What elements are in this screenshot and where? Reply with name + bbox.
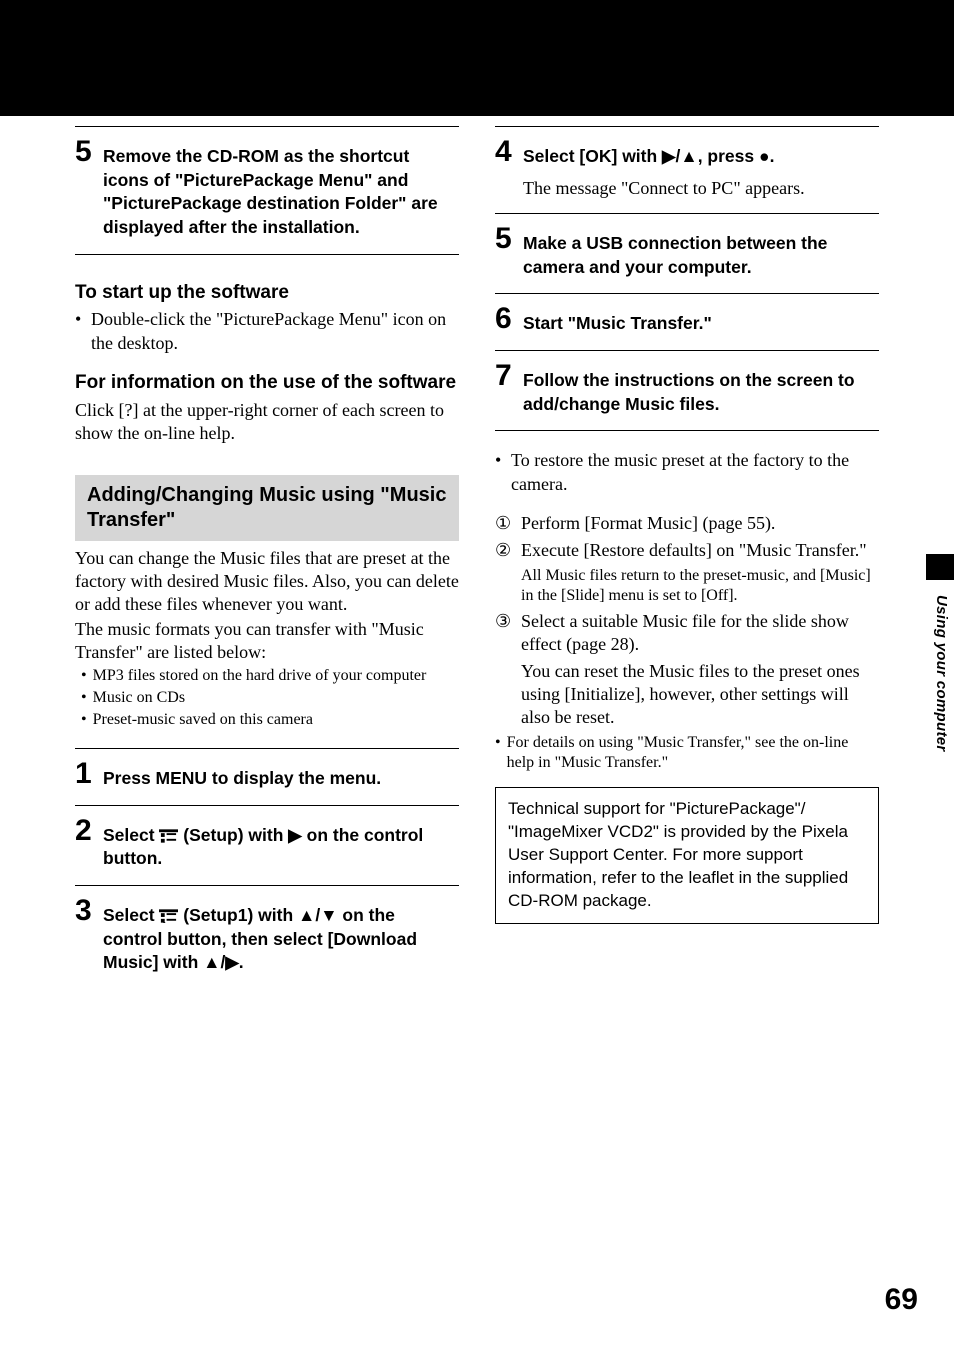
bullet-dot-icon: • — [81, 710, 87, 730]
circled-text: Select a suitable Music file for the sli… — [521, 610, 879, 656]
right-up-arrow-icon: ▶/▲ — [662, 146, 698, 166]
circled-3: ③ Select a suitable Music file for the s… — [495, 610, 879, 656]
bullet-text: For details on using "Music Transfer," s… — [507, 733, 879, 773]
circled-2-sub: All Music files return to the preset-mus… — [495, 566, 879, 606]
step-4: 4 Select [OK] with ▶/▲, press ●. The mes… — [495, 127, 879, 213]
format-bullet-3: • Preset-music saved on this camera — [75, 710, 459, 730]
step-number: 5 — [75, 137, 97, 167]
bullet-text: Double-click the "PicturePackage Menu" i… — [91, 308, 459, 355]
bullet-dot-icon: • — [495, 449, 505, 496]
step-text: Select 1 (Setup1) with ▲/▼ on the contro… — [103, 898, 459, 975]
up-right-arrow-icon: ▲/▶ — [203, 952, 239, 972]
step-5-left: 5 Remove the CD-ROM as the shortcut icon… — [75, 127, 459, 254]
step-number: 7 — [495, 361, 517, 391]
circled-number-icon: ① — [495, 512, 513, 535]
step-number: 3 — [75, 896, 97, 926]
step-text: Select (Setup) with ▶ on the control but… — [103, 818, 459, 871]
music-para2: The music formats you can transfer with … — [75, 618, 459, 664]
bullet-dot-icon: • — [75, 308, 85, 355]
side-section-label: Using your computer — [933, 595, 950, 752]
step-number: 2 — [75, 816, 97, 846]
left-column: 5 Remove the CD-ROM as the shortcut icon… — [75, 126, 459, 989]
music-para1: You can change the Music files that are … — [75, 547, 459, 616]
page-number: 69 — [885, 1283, 918, 1317]
details-bullet: • For details on using "Music Transfer,"… — [495, 733, 879, 773]
format-bullet-1: • MP3 files stored on the hard drive of … — [75, 666, 459, 686]
step-text: Press MENU to display the menu. — [103, 761, 459, 791]
step-1: 1 Press MENU to display the menu. — [75, 749, 459, 805]
section-heading-music-transfer: Adding/Changing Music using "Music Trans… — [75, 475, 459, 541]
circled-1: ① Perform [Format Music] (page 55). — [495, 512, 879, 535]
right-arrow-icon: ▶ — [288, 825, 301, 845]
step-number: 6 — [495, 304, 517, 334]
circled-text: Perform [Format Music] (page 55). — [521, 512, 775, 535]
bullet-text: Music on CDs — [93, 688, 185, 708]
step-4-sub: The message "Connect to PC" appears. — [523, 177, 879, 200]
bullet-dot-icon: • — [495, 733, 501, 773]
side-tab-marker — [926, 554, 954, 580]
step-7: 7 Follow the instructions on the screen … — [495, 351, 879, 430]
bullet-dot-icon: • — [81, 666, 87, 686]
bullet-text: To restore the music preset at the facto… — [511, 449, 879, 496]
step-5-right: 5 Make a USB connection between the came… — [495, 214, 879, 293]
svg-text:1: 1 — [163, 921, 167, 923]
step-number: 5 — [495, 224, 517, 254]
page-content: 5 Remove the CD-ROM as the shortcut icon… — [75, 126, 879, 989]
center-dot-icon: ● — [759, 146, 770, 166]
setup1-icon: 1 — [159, 909, 178, 923]
step-number: 4 — [495, 137, 517, 167]
step-number: 1 — [75, 759, 97, 789]
heading-info-software: For information on the use of the softwa… — [75, 371, 459, 395]
up-down-arrow-icon: ▲/▼ — [298, 905, 338, 925]
step-6: 6 Start "Music Transfer." — [495, 294, 879, 350]
info-body: Click [?] at the upper-right corner of e… — [75, 399, 459, 445]
step-text: Select [OK] with ▶/▲, press ●. The messa… — [523, 139, 879, 199]
step-text: Make a USB connection between the camera… — [523, 226, 879, 279]
circled-2: ② Execute [Restore defaults] on "Music T… — [495, 539, 879, 562]
step-text: Remove the CD-ROM as the shortcut icons … — [103, 139, 459, 240]
header-black-bar — [0, 0, 954, 116]
bullet-text: Preset-music saved on this camera — [93, 710, 313, 730]
support-box: Technical support for "PicturePackage"/ … — [495, 787, 879, 924]
step-3: 3 Select 1 (Setup1) with ▲/▼ on the cont… — [75, 886, 459, 989]
format-bullet-2: • Music on CDs — [75, 688, 459, 708]
circled-number-icon: ③ — [495, 610, 513, 656]
right-column: 4 Select [OK] with ▶/▲, press ●. The mes… — [495, 126, 879, 989]
setup-icon — [159, 829, 178, 843]
circled-3-sub: You can reset the Music files to the pre… — [495, 660, 879, 729]
step-2: 2 Select (Setup) with ▶ on the control b… — [75, 806, 459, 885]
restore-bullet: • To restore the music preset at the fac… — [495, 449, 879, 496]
bullet-text: MP3 files stored on the hard drive of yo… — [93, 666, 427, 686]
heading-start-software: To start up the software — [75, 281, 459, 305]
circled-number-icon: ② — [495, 539, 513, 562]
circled-text: Execute [Restore defaults] on "Music Tra… — [521, 539, 867, 562]
bullet-start: • Double-click the "PicturePackage Menu"… — [75, 308, 459, 355]
step-text: Start "Music Transfer." — [523, 306, 879, 336]
step-text: Follow the instructions on the screen to… — [523, 363, 879, 416]
bullet-dot-icon: • — [81, 688, 87, 708]
